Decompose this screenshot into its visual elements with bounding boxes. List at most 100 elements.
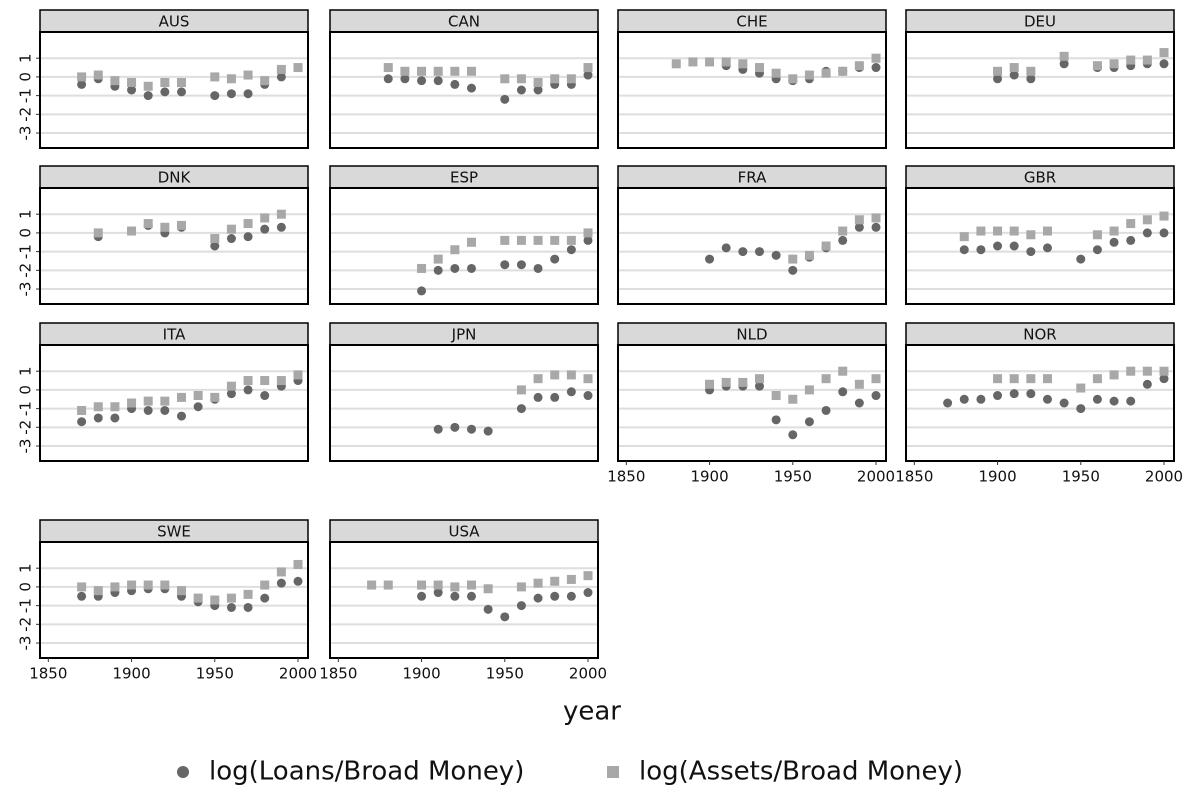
- point: [450, 422, 460, 432]
- point: [483, 584, 493, 594]
- point: [1026, 230, 1036, 240]
- point: [450, 245, 460, 255]
- plot-border: [329, 344, 599, 462]
- point: [1142, 366, 1152, 376]
- panel-title: NOR: [1023, 326, 1056, 344]
- point: [705, 254, 715, 264]
- point: [516, 582, 526, 592]
- point: [566, 370, 576, 380]
- y-tick-label: -2: [17, 263, 35, 278]
- x-tick-label: 1850: [895, 468, 933, 486]
- point: [854, 215, 864, 225]
- point: [533, 578, 543, 588]
- x-tick-label: 1900: [112, 665, 150, 683]
- point: [483, 604, 493, 614]
- point: [293, 370, 303, 380]
- y-tick-label: 0: [17, 228, 35, 238]
- point: [500, 260, 510, 270]
- point: [516, 404, 526, 414]
- point: [754, 374, 764, 384]
- plot-area: [618, 345, 886, 461]
- point: [466, 263, 476, 273]
- point: [1059, 398, 1069, 408]
- point: [226, 224, 236, 234]
- point: [433, 588, 443, 598]
- point: [1026, 389, 1036, 399]
- point: [871, 222, 881, 232]
- point: [466, 237, 476, 247]
- panel-title: ESP: [450, 169, 478, 187]
- point: [1126, 235, 1136, 245]
- point: [93, 228, 103, 238]
- point: [1159, 59, 1169, 69]
- point: [77, 417, 87, 427]
- point: [1126, 396, 1136, 406]
- point: [1159, 374, 1169, 384]
- y-tick-label: 0: [17, 582, 35, 592]
- point: [417, 286, 427, 296]
- point: [550, 591, 560, 601]
- x-tick-label: 2000: [857, 468, 895, 486]
- point: [959, 232, 969, 242]
- point: [993, 391, 1003, 401]
- plot-border: [39, 344, 309, 462]
- point: [1092, 230, 1102, 240]
- point: [993, 241, 1003, 251]
- point: [143, 396, 153, 406]
- plot-border: [329, 187, 599, 305]
- point: [276, 222, 286, 232]
- plot-border: [39, 31, 309, 149]
- point: [550, 74, 560, 84]
- panel-title: AUS: [159, 13, 190, 31]
- y-tick-label: 1: [17, 209, 35, 219]
- point: [93, 413, 103, 423]
- point: [1126, 219, 1136, 229]
- point: [871, 53, 881, 63]
- point: [500, 235, 510, 245]
- point: [533, 263, 543, 273]
- point: [1026, 74, 1036, 84]
- point: [1159, 366, 1169, 376]
- point: [1109, 59, 1119, 69]
- point: [788, 254, 798, 264]
- point: [533, 85, 543, 95]
- plot-area: [40, 345, 308, 461]
- y-tick-label: -3: [17, 126, 35, 141]
- point: [77, 582, 87, 592]
- point: [533, 392, 543, 402]
- point: [417, 66, 427, 76]
- point: [450, 582, 460, 592]
- point: [276, 72, 286, 82]
- point: [1059, 59, 1069, 69]
- point: [226, 234, 236, 244]
- x-tick-label: 1850: [29, 665, 67, 683]
- point: [754, 381, 764, 391]
- point: [804, 385, 814, 395]
- point: [433, 265, 443, 275]
- point: [583, 70, 593, 80]
- point: [193, 391, 203, 401]
- point: [738, 247, 748, 257]
- point: [1009, 389, 1019, 399]
- point: [550, 576, 560, 586]
- point: [854, 398, 864, 408]
- point: [854, 222, 864, 232]
- point: [871, 391, 881, 401]
- point: [1026, 66, 1036, 76]
- y-tick-label: 1: [17, 366, 35, 376]
- point: [871, 374, 881, 384]
- point: [788, 394, 798, 404]
- point: [1026, 247, 1036, 257]
- point: [450, 66, 460, 76]
- panel-title: JPN: [451, 326, 477, 344]
- point: [583, 391, 593, 401]
- plot-area: [330, 542, 598, 658]
- plot-area: [618, 32, 886, 148]
- point: [516, 260, 526, 270]
- point: [566, 245, 576, 255]
- point: [1126, 55, 1136, 65]
- point: [466, 83, 476, 93]
- point: [1042, 226, 1052, 236]
- point: [293, 559, 303, 569]
- point: [260, 391, 270, 401]
